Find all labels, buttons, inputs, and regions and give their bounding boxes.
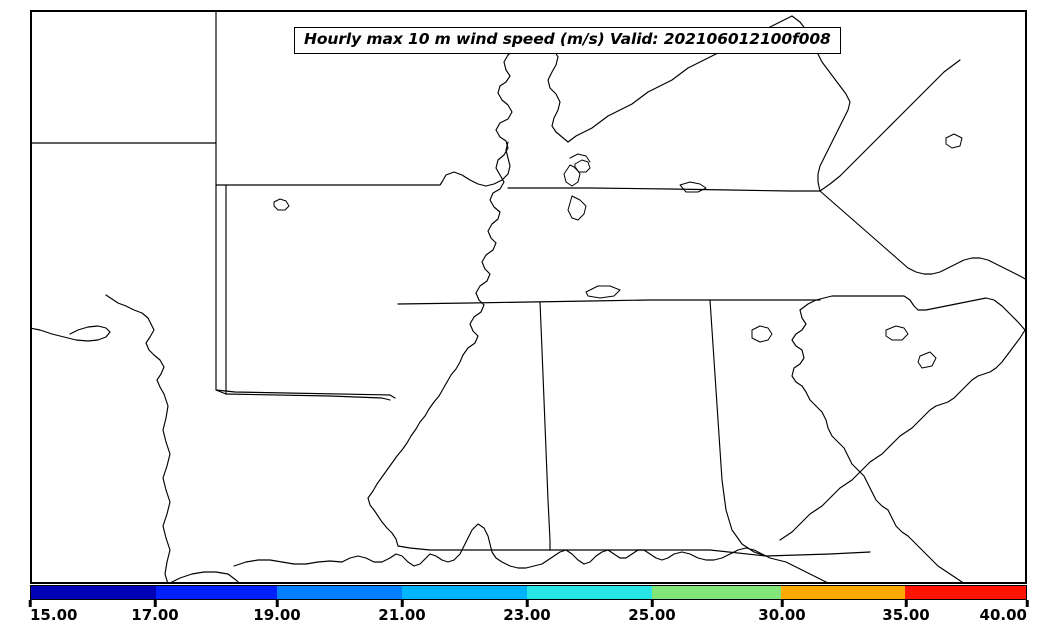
lake-tennessee-north <box>679 181 706 192</box>
georgia-florida-border <box>550 550 870 556</box>
mississippi-river-arkansas-east <box>368 55 512 546</box>
mississippi-south-coast <box>398 546 520 550</box>
texas-louisiana-border <box>106 295 164 394</box>
colorbar-tick <box>28 600 32 607</box>
colorbar-segment-navy <box>31 586 156 599</box>
colorbar-segment-cyan <box>526 586 652 599</box>
lake-central-alabama <box>563 164 580 186</box>
colorbar-segment-blue <box>155 586 278 599</box>
colorbar-tick <box>1025 600 1029 607</box>
map-geography-svg <box>30 10 1027 584</box>
kentucky-missouri-ohio-river <box>508 42 568 142</box>
texas-gulf-coast <box>30 326 110 341</box>
georgia-south-carolina-savannah-river <box>792 310 938 566</box>
north-south-carolina-border <box>800 296 1025 330</box>
reservoir-mississippi-delta <box>585 285 620 298</box>
colorbar-tick-label: 25.00 <box>628 606 676 624</box>
missouri-arkansas-border <box>442 142 510 186</box>
colorbar-tick-label: 21.00 <box>378 606 426 624</box>
colorbar-segment-light-blue <box>402 586 527 599</box>
alabama-georgia-border <box>710 300 766 556</box>
oklahoma-arkansas-north-line <box>216 182 442 185</box>
colorbar-tick-label: 15.00 <box>30 606 78 624</box>
lake-alabama <box>574 159 590 172</box>
colorbar-tick <box>153 600 157 607</box>
colorbar-tick-labels: 15.00 17.00 19.00 21.00 23.00 25.00 30.00 35.00… <box>0 606 1057 630</box>
colorbar-tick-label: 30.00 <box>758 606 806 624</box>
lake-marion-south-carolina <box>885 325 908 340</box>
colorbar-ticks <box>28 600 1029 608</box>
colorbar-gradient <box>30 585 1027 600</box>
colorbar-tick <box>400 600 404 607</box>
colorbar-tick <box>525 600 529 607</box>
lake-lanier-georgia <box>751 325 772 342</box>
south-carolina-atlantic-coast <box>780 330 1025 540</box>
colorbar-segment-red <box>905 586 1026 599</box>
colorbar-tick-label: 19.00 <box>253 606 301 624</box>
louisiana-west-border <box>163 394 170 584</box>
lake-kentucky <box>945 133 962 148</box>
lake-north-mississippi <box>569 153 590 162</box>
colorbar-tick <box>904 600 908 607</box>
colorbar-segment-medium-blue <box>277 586 403 599</box>
colorbar-tick-label: 17.00 <box>131 606 179 624</box>
colorbar-tick <box>275 600 279 607</box>
colorbar-tick <box>780 600 784 607</box>
arkansas-louisiana-border <box>226 394 390 400</box>
tennessee-virginia-border <box>820 60 960 191</box>
lake-moultrie-south-carolina <box>917 351 936 368</box>
lake-guntersville <box>567 195 586 220</box>
colorbar <box>30 585 1027 600</box>
georgia-atlantic-coast <box>938 566 966 584</box>
kentucky-tennessee-border <box>508 188 820 191</box>
colorbar-tick-label: 23.00 <box>503 606 551 624</box>
lake-arkansas <box>273 198 289 210</box>
oklahoma-texas-south-line <box>216 185 226 394</box>
map-panel: Hourly max 10 m wind speed (m/s) Valid: … <box>30 10 1027 584</box>
mississippi-alabama-border <box>540 302 550 550</box>
colorbar-tick-label: 40.00 <box>979 606 1027 624</box>
colorbar-tick <box>650 600 654 607</box>
colorbar-segment-orange <box>781 586 906 599</box>
colorbar-tick-label: 35.00 <box>882 606 930 624</box>
plot-title: Hourly max 10 m wind speed (m/s) Valid: … <box>294 27 841 54</box>
gulf-coastline <box>168 524 832 584</box>
tennessee-north-carolina-border <box>820 191 1027 280</box>
colorbar-segment-light-green <box>651 586 782 599</box>
tennessee-south-border <box>398 300 820 304</box>
